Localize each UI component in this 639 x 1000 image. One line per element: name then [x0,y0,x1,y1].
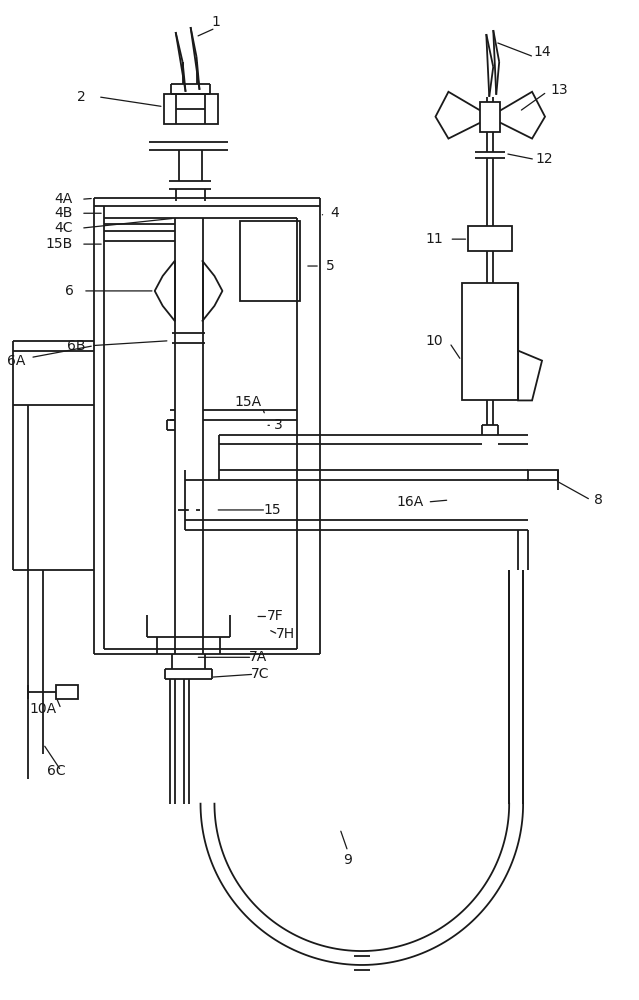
Polygon shape [436,92,482,139]
Text: 15B: 15B [45,237,73,251]
Bar [164,94,219,124]
Text: 6C: 6C [47,764,65,778]
Bar [468,226,512,251]
Text: 13: 13 [550,83,568,97]
Text: 4A: 4A [54,192,72,206]
Text: 8: 8 [594,493,603,507]
Text: 7F: 7F [267,609,284,623]
Text: 4C: 4C [54,221,72,235]
Text: 16A: 16A [396,495,423,509]
Text: 4B: 4B [54,206,72,220]
Text: 9: 9 [343,853,352,867]
Text: 10: 10 [426,334,443,348]
Text: 6B: 6B [67,339,86,353]
Text: 14: 14 [533,45,551,59]
Text: 5: 5 [326,259,334,273]
Text: 15A: 15A [235,395,262,409]
Text: 10A: 10A [29,702,57,716]
Bar [240,221,300,301]
Bar [463,283,518,400]
Polygon shape [518,283,542,400]
Text: 6A: 6A [7,354,26,368]
Text: 3: 3 [273,418,282,432]
Text: 11: 11 [426,232,443,246]
Polygon shape [498,92,545,139]
Text: 7H: 7H [275,627,295,641]
Text: 4: 4 [330,206,339,220]
Text: 7A: 7A [249,650,267,664]
Bar [528,470,558,480]
Text: 6: 6 [65,284,73,298]
Text: 2: 2 [77,90,86,104]
Text: 1: 1 [211,15,220,29]
Bar [56,685,78,699]
Text: 15: 15 [263,503,281,517]
Text: 7C: 7C [251,667,270,681]
Text: 12: 12 [535,152,553,166]
Bar [481,102,500,132]
